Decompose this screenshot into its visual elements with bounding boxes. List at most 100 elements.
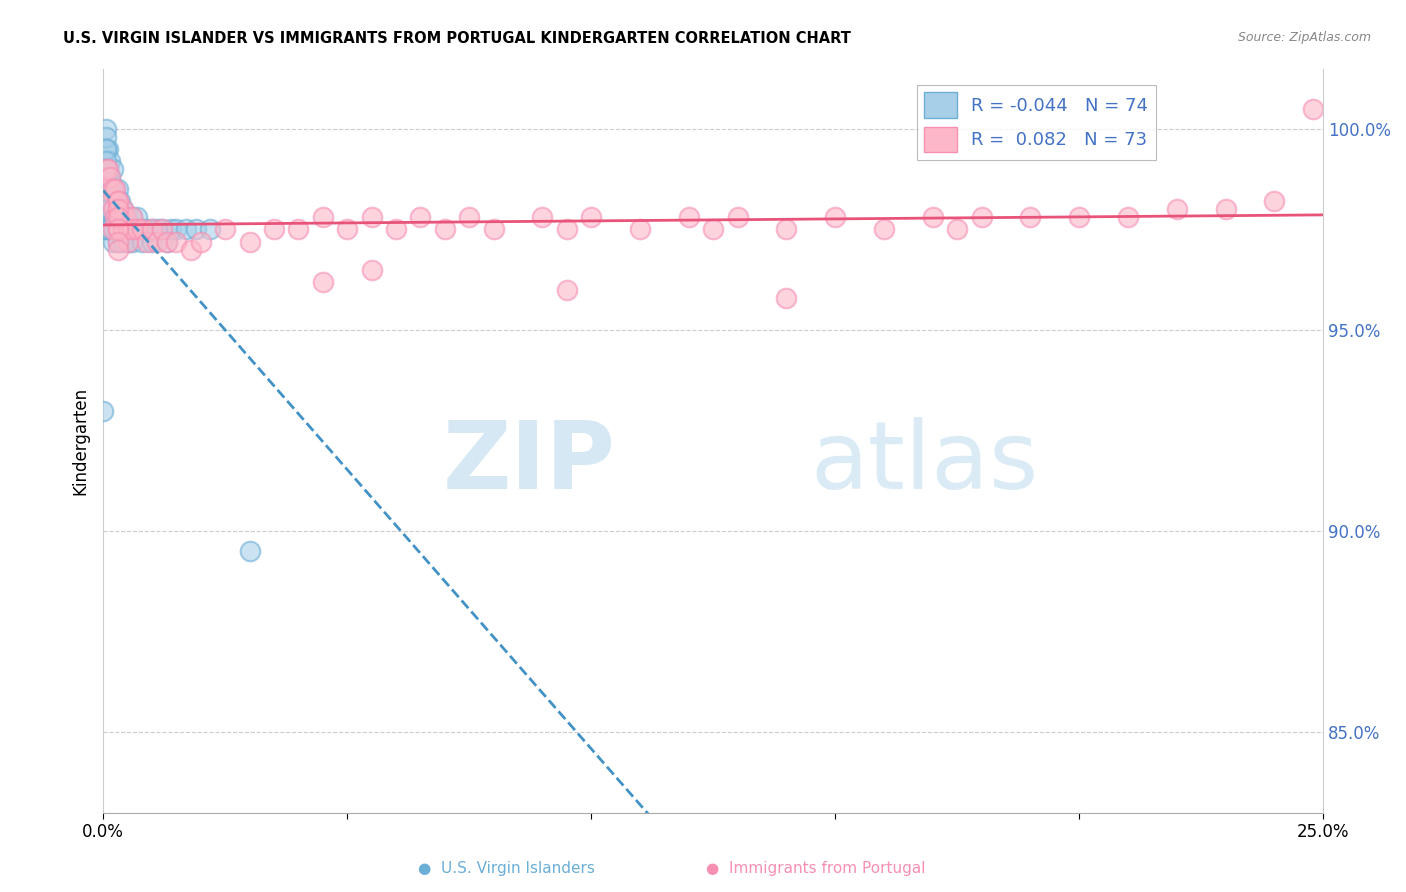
Point [970, 211, 993, 225]
Point [107, 222, 129, 236]
Point [702, 222, 724, 236]
Point [775, 222, 797, 236]
Point [101, 202, 124, 217]
Point [150, 222, 173, 236]
Point [108, 194, 131, 209]
Point [727, 211, 749, 225]
Point [104, 222, 127, 236]
Point [94, 154, 117, 169]
Point [97, 162, 120, 177]
Point [94, 202, 117, 217]
Point [531, 211, 554, 225]
Point [1069, 211, 1091, 225]
Point [127, 211, 149, 225]
Point [111, 222, 134, 236]
Point [111, 211, 134, 225]
Point [385, 222, 408, 236]
Point [94, 222, 117, 236]
Point [121, 222, 143, 236]
Point [91, 403, 114, 417]
Point [97, 170, 120, 185]
Point [94, 142, 117, 156]
Point [107, 235, 129, 249]
Point [101, 222, 124, 236]
Point [104, 182, 127, 196]
Text: ZIP: ZIP [443, 417, 616, 509]
Point [97, 194, 120, 209]
Point [174, 222, 197, 236]
Point [107, 194, 129, 209]
Point [107, 194, 129, 209]
Point [114, 211, 136, 225]
Point [100, 194, 122, 209]
Point [238, 544, 260, 558]
Point [1019, 211, 1042, 225]
Point [111, 202, 134, 217]
Point [628, 222, 651, 236]
Point [131, 235, 153, 249]
Point [117, 222, 139, 236]
Point [107, 243, 129, 257]
Point [104, 211, 127, 225]
Point [121, 222, 143, 236]
Point [107, 211, 129, 225]
Point [97, 211, 120, 225]
Point [117, 211, 139, 225]
Point [101, 235, 124, 249]
Point [94, 162, 117, 177]
Point [131, 222, 153, 236]
Point [873, 222, 896, 236]
Point [165, 235, 187, 249]
Point [678, 211, 700, 225]
Point [111, 202, 134, 217]
Point [312, 211, 335, 225]
Point [94, 170, 117, 185]
Point [336, 222, 359, 236]
Point [101, 222, 124, 236]
Point [108, 222, 131, 236]
Point [94, 194, 117, 209]
Point [214, 222, 236, 236]
Point [141, 235, 163, 249]
Point [94, 121, 117, 136]
Point [190, 235, 212, 249]
Point [104, 182, 127, 196]
Point [360, 262, 382, 277]
Point [97, 222, 120, 236]
Point [146, 235, 169, 249]
Point [101, 182, 124, 196]
Point [108, 211, 131, 225]
Point [107, 182, 129, 196]
Legend: R = -0.044   N = 74, R =  0.082   N = 73: R = -0.044 N = 74, R = 0.082 N = 73 [917, 85, 1156, 160]
Point [458, 211, 481, 225]
Point [775, 291, 797, 305]
Point [555, 222, 578, 236]
Point [141, 222, 163, 236]
Point [97, 142, 120, 156]
Point [146, 222, 169, 236]
Point [97, 162, 120, 177]
Point [107, 211, 129, 225]
Point [100, 202, 122, 217]
Point [94, 142, 117, 156]
Point [312, 275, 335, 289]
Y-axis label: Kindergarten: Kindergarten [72, 386, 89, 495]
Point [97, 202, 120, 217]
Point [117, 235, 139, 249]
Point [160, 222, 183, 236]
Text: ●  U.S. Virgin Islanders: ● U.S. Virgin Islanders [418, 861, 595, 876]
Point [107, 222, 129, 236]
Point [100, 202, 122, 217]
Point [360, 211, 382, 225]
Point [1302, 102, 1324, 116]
Point [97, 182, 120, 196]
Point [263, 222, 285, 236]
Point [287, 222, 309, 236]
Point [111, 235, 134, 249]
Point [184, 222, 207, 236]
Point [111, 222, 134, 236]
Point [127, 222, 149, 236]
Point [97, 182, 120, 196]
Point [200, 222, 222, 236]
Text: U.S. VIRGIN ISLANDER VS IMMIGRANTS FROM PORTUGAL KINDERGARTEN CORRELATION CHART: U.S. VIRGIN ISLANDER VS IMMIGRANTS FROM … [63, 31, 851, 46]
